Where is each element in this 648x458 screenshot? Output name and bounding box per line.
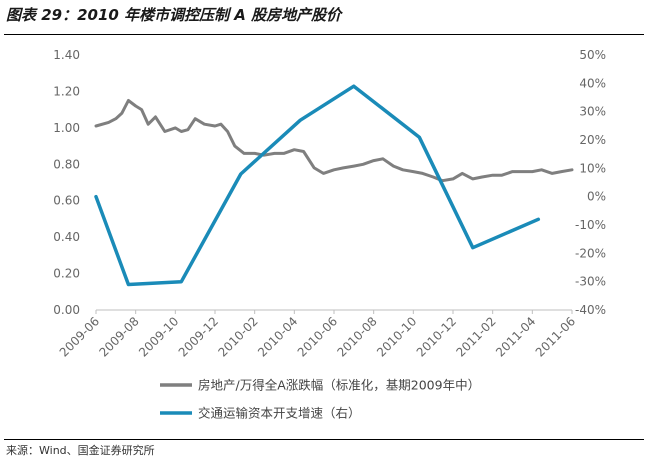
y-left-tick-label: 1.00	[53, 121, 80, 135]
series-lines	[94, 84, 574, 287]
y-left-tick-label: 1.40	[53, 48, 80, 62]
series-line-property-relative	[94, 99, 574, 183]
title-divider	[4, 34, 644, 35]
x-tick-label: 2009-06	[57, 314, 102, 359]
x-tick-label: 2009-10	[136, 314, 181, 359]
series-line-transport-capex	[94, 84, 541, 287]
y-left-tick-label: 0.60	[53, 194, 80, 208]
x-tick-label: 2010-08	[334, 314, 379, 359]
y-right-tick-label: 20%	[579, 133, 606, 147]
legend: 房地产/万得全A涨跌幅（标准化，基期2009年中） 交通运输资本开支增速（右）	[160, 378, 480, 421]
x-tick-label: 2011-04	[493, 314, 538, 359]
x-tick-label: 2010-06	[295, 314, 340, 359]
x-tick-label: 2009-12	[176, 314, 221, 359]
y-right-tick-label: 0%	[587, 190, 606, 204]
x-tick-label: 2010-02	[215, 314, 260, 359]
axes: 0.00 0.20 0.40 0.60 0.80 1.00 1.20 1.40 -40% -30%…	[53, 48, 606, 360]
y-right-tick-label: -40%	[575, 303, 606, 317]
y-right-tick-label: 40%	[579, 76, 606, 90]
y-right-tick-label: -30%	[575, 275, 606, 289]
x-tick-label: 2010-12	[414, 314, 459, 359]
source-note: 来源：Wind、国金证券研究所	[6, 444, 155, 457]
x-tick-label: 2010-10	[374, 314, 419, 359]
y-right-tick-label: 30%	[579, 105, 606, 119]
footer-divider	[4, 439, 644, 440]
y-right-tick-label: -20%	[575, 246, 606, 260]
y-left-tick-label: 0.80	[53, 157, 80, 171]
y-left-tick-label: 1.20	[53, 84, 80, 98]
legend-label: 房地产/万得全A涨跌幅（标准化，基期2009年中）	[198, 378, 480, 393]
y-left-tick-label: 0.40	[53, 230, 80, 244]
y-right-tick-label: 50%	[579, 48, 606, 62]
y-left-tick-label: 0.20	[53, 267, 80, 281]
x-tick-label: 2010-04	[255, 314, 300, 359]
x-tick-label: 2011-02	[453, 314, 498, 359]
x-tick-label: 2009-08	[96, 314, 141, 359]
x-tick-label: 2011-06	[533, 314, 578, 359]
y-left-tick-label: 0.00	[53, 303, 80, 317]
y-right-tick-label: 10%	[579, 161, 606, 175]
y-right-tick-label: -10%	[575, 218, 606, 232]
chart-title: 图表 29：2010 年楼市调控压制 A 股房地产股价	[6, 6, 342, 24]
legend-label: 交通运输资本开支增速（右）	[198, 406, 361, 421]
